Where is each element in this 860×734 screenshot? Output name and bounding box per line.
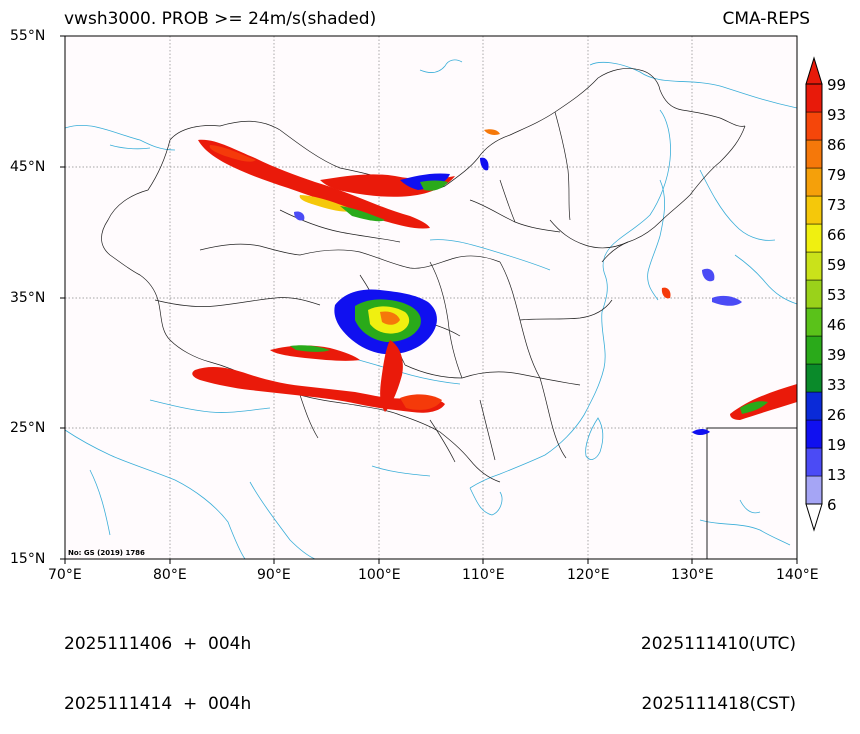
init-cst: 2025111414 + 004h (64, 694, 252, 714)
footer-init-times: 2025111406 + 004h 2025111414 + 004h (64, 594, 251, 734)
lat-label-55n: 55°N (10, 28, 46, 44)
forecast-map: No: GS (2019) 1786 (60, 35, 823, 564)
init-utc: 2025111406 + 004h (64, 634, 252, 654)
colorbar-segment-13 (805, 447, 823, 477)
colorbar-segment-66 (805, 223, 823, 253)
lat-label-25n: 25°N (10, 420, 46, 436)
colorbar-label-59: 59 (827, 256, 847, 274)
map-background (65, 36, 797, 559)
lon-label-130e: 130°E (671, 567, 714, 583)
shade-northwest-yellow (299, 195, 355, 212)
colorbar-segment-39 (805, 335, 823, 365)
graticule (65, 36, 797, 559)
coastlines (64, 59, 798, 560)
lat-label-45n: 45°N (10, 159, 46, 175)
shade-northwest-core (209, 145, 256, 162)
colorbar-segment-19 (805, 419, 823, 449)
colorbar-segment-86 (805, 139, 823, 169)
shade-southwest-band (192, 367, 445, 413)
shade-patch-korea (702, 268, 715, 282)
shade-southwest-green (290, 345, 330, 352)
probability-shading (192, 129, 797, 435)
shade-patch-north2 (484, 129, 500, 135)
colorbar-label-86: 86 (827, 136, 847, 154)
map-title: vwsh3000. PROB >= 24m/s(shaded) (64, 9, 377, 29)
colorbar-top-arrow (805, 56, 823, 85)
colorbar-label-99: 99 (827, 76, 847, 94)
colorbar-segment-53 (805, 279, 823, 309)
colorbar-segment-59 (805, 251, 823, 281)
lon-label-80e: 80°E (153, 567, 187, 583)
shade-southwest-upper (270, 345, 360, 361)
colorbar (805, 56, 823, 532)
shade-east-edge-green (740, 401, 768, 414)
colorbar-label-33: 33 (827, 376, 847, 394)
shade-northwest-green (340, 206, 385, 222)
footer-valid-times: 2025111410(UTC) 2025111418(CST) (641, 594, 796, 734)
colorbar-label-53: 53 (827, 286, 847, 304)
colorbar-segment-73 (805, 195, 823, 225)
colorbar-label-66: 66 (827, 226, 847, 244)
shade-patch-west (294, 211, 305, 221)
colorbar-label-19: 19 (827, 436, 847, 454)
valid-utc: 2025111410(UTC) (640, 634, 796, 654)
colorbar-label-39: 39 (827, 346, 847, 364)
lon-label-120e: 120°E (567, 567, 610, 583)
shade-central-tail (380, 340, 403, 412)
lat-label-35n: 35°N (10, 290, 46, 306)
colorbar-segment-26 (805, 391, 823, 421)
colorbar-label-13: 13 (827, 466, 847, 484)
colorbar-segment-93 (805, 111, 823, 141)
shade-northwest-band (198, 139, 430, 229)
colorbar-label-93: 93 (827, 106, 847, 124)
axis-ticks (60, 35, 798, 564)
model-name: CMA-REPS (722, 9, 810, 29)
colorbar-frame (805, 83, 823, 505)
lon-label-90e: 90°E (257, 567, 291, 583)
colorbar-segment-79 (805, 167, 823, 197)
colorbar-label-6: 6 (827, 496, 837, 514)
colorbar-label-26: 26 (827, 406, 847, 424)
colorbar-segment-99 (805, 83, 823, 113)
lon-label-100e: 100°E (358, 567, 401, 583)
lon-label-140e: 140°E (776, 567, 819, 583)
colorbar-segment-6 (805, 475, 823, 505)
colorbar-bottom-arrow (805, 503, 823, 532)
colorbar-label-46: 46 (827, 316, 847, 334)
colorbar-label-73: 73 (827, 196, 847, 214)
shade-patch-north (480, 157, 489, 171)
valid-cst: 2025111418(CST) (641, 694, 796, 714)
colorbar-segment-33 (805, 363, 823, 393)
lat-label-15n: 15°N (10, 551, 46, 567)
lon-label-110e: 110°E (462, 567, 505, 583)
shade-east-edge-blue (692, 429, 710, 435)
lon-label-70e: 70°E (48, 567, 82, 583)
colorbar-segment-46 (805, 307, 823, 337)
shade-southeast-tip (400, 394, 442, 410)
map-approval-note: No: GS (2019) 1786 (68, 549, 145, 557)
shade-patch-japan (661, 287, 671, 299)
shade-mongolia-green (420, 180, 448, 191)
colorbar-label-79: 79 (827, 166, 847, 184)
shade-central-orange (380, 311, 400, 325)
shade-patch-east (712, 295, 742, 306)
